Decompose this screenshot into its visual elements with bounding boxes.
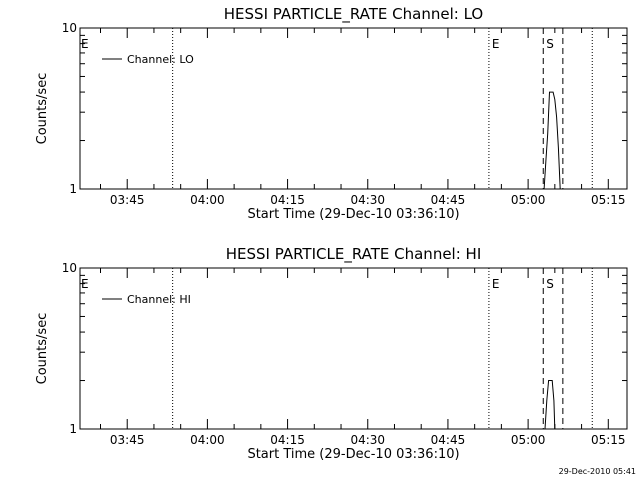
y-tick-label: 1 (69, 422, 77, 436)
x-tick-label: 04:30 (350, 433, 385, 447)
chart-title: HESSI PARTICLE_RATE Channel: LO (224, 5, 483, 24)
x-axis-label: Start Time (29-Dec-10 03:36:10) (247, 207, 459, 222)
x-tick-label: 04:00 (190, 193, 225, 207)
y-tick-label: 1 (69, 182, 77, 196)
y-axis-label: Counts/sec (35, 313, 50, 385)
x-tick-label: 05:00 (511, 193, 546, 207)
x-tick-label: 04:15 (270, 193, 305, 207)
footer-timestamp: 29-Dec-2010 05:41 (559, 467, 636, 476)
y-tick-label: 10 (62, 261, 77, 275)
x-axis-label: Start Time (29-Dec-10 03:36:10) (247, 447, 459, 462)
marker-label: E (492, 37, 500, 51)
chart-title: HESSI PARTICLE_RATE Channel: HI (226, 245, 482, 264)
legend-label: Channel: LO (127, 53, 194, 66)
x-tick-label: 03:45 (110, 433, 145, 447)
x-tick-label: 05:15 (591, 433, 626, 447)
x-tick-label: 04:45 (431, 193, 466, 207)
marker-label: S (546, 37, 554, 51)
plot-frame (79, 27, 628, 190)
x-tick-label: 05:00 (511, 433, 546, 447)
y-tick-label: 10 (62, 21, 77, 35)
plot-frame (79, 267, 628, 430)
marker-label: E (81, 37, 89, 51)
x-tick-label: 04:00 (190, 433, 225, 447)
marker-label: E (81, 277, 89, 291)
x-tick-label: 04:45 (431, 433, 466, 447)
legend-label: Channel: HI (127, 293, 191, 306)
chart-panel-0: HESSI PARTICLE_RATE Channel: LO Counts/se… (35, 5, 628, 222)
x-tick-label: 04:30 (350, 193, 385, 207)
x-tick-label: 04:15 (270, 433, 305, 447)
series-line (543, 380, 556, 430)
x-tick-label: 03:45 (110, 193, 145, 207)
series-line (541, 91, 561, 190)
marker-label: E (492, 277, 500, 291)
chart-panel-1: HESSI PARTICLE_RATE Channel: HI Counts/se… (35, 245, 628, 462)
x-tick-label: 05:15 (591, 193, 626, 207)
y-axis-label: Counts/sec (35, 73, 50, 145)
marker-label: S (546, 277, 554, 291)
